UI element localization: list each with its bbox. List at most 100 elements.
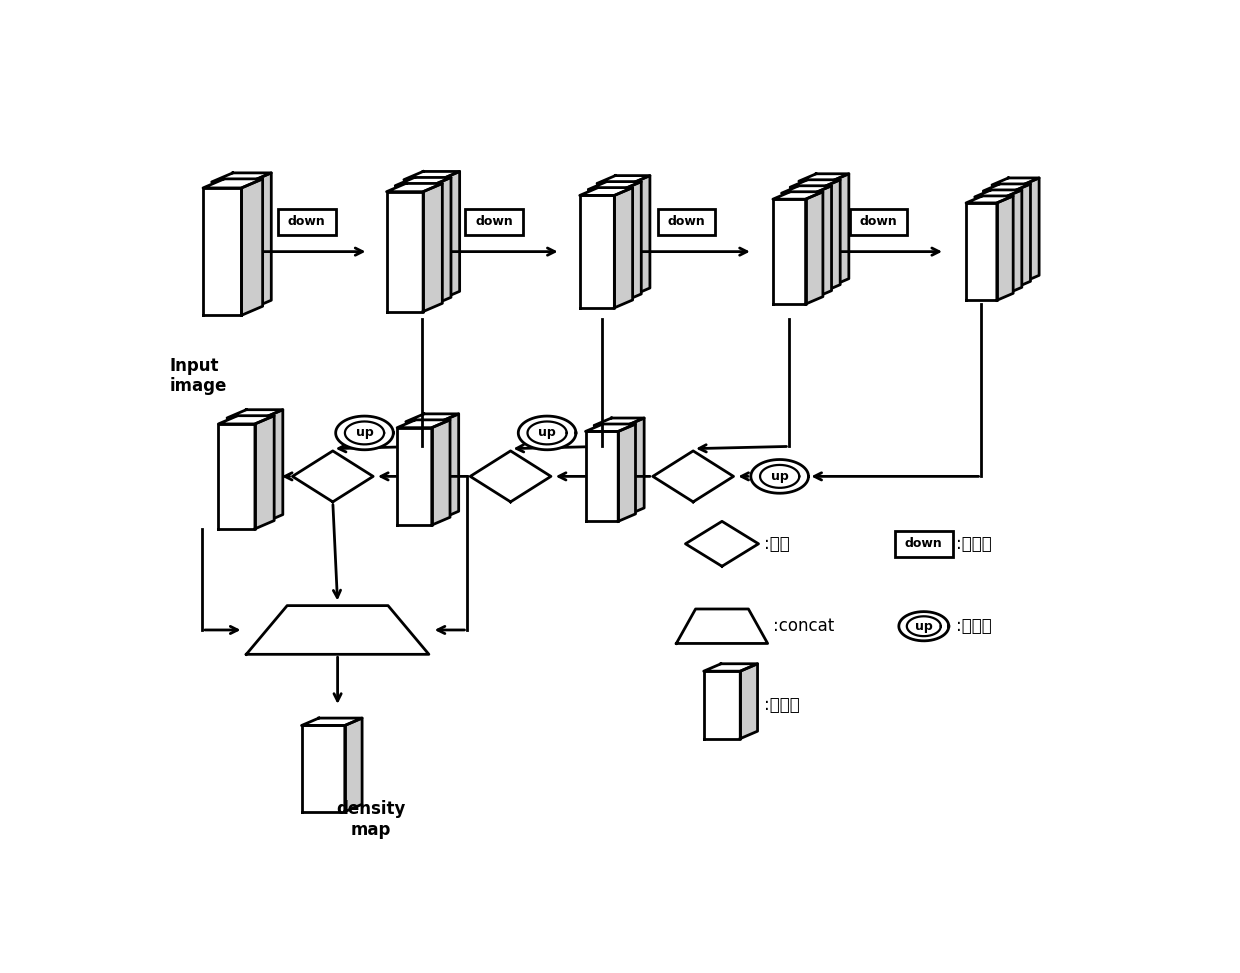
Polygon shape: [397, 420, 450, 428]
Polygon shape: [227, 410, 283, 418]
Polygon shape: [614, 188, 632, 307]
Polygon shape: [404, 171, 460, 180]
Text: :concat: :concat: [773, 617, 835, 635]
Polygon shape: [405, 421, 440, 519]
Polygon shape: [899, 612, 949, 641]
Polygon shape: [250, 173, 272, 309]
Bar: [278, 208, 336, 234]
Polygon shape: [218, 424, 255, 529]
Polygon shape: [773, 199, 806, 304]
Text: down: down: [475, 215, 513, 228]
Polygon shape: [983, 184, 1030, 191]
Polygon shape: [404, 180, 440, 300]
Polygon shape: [345, 718, 362, 811]
Text: down: down: [667, 215, 706, 228]
Text: :卷积层: :卷积层: [764, 696, 800, 714]
Polygon shape: [975, 190, 1022, 197]
Polygon shape: [781, 194, 815, 298]
Polygon shape: [227, 418, 264, 523]
Polygon shape: [966, 203, 997, 301]
Polygon shape: [652, 450, 734, 502]
Polygon shape: [596, 184, 631, 296]
Polygon shape: [218, 415, 274, 424]
Polygon shape: [203, 188, 242, 315]
Polygon shape: [983, 191, 1014, 288]
Polygon shape: [580, 188, 632, 196]
Polygon shape: [622, 182, 641, 302]
Polygon shape: [799, 181, 832, 286]
Polygon shape: [815, 186, 832, 298]
Polygon shape: [301, 726, 345, 811]
Text: up: up: [915, 620, 932, 632]
Polygon shape: [585, 424, 635, 431]
Polygon shape: [740, 664, 758, 739]
Polygon shape: [992, 178, 1039, 185]
Bar: [657, 208, 715, 234]
Text: density
map: density map: [336, 800, 405, 839]
Polygon shape: [997, 196, 1013, 301]
Polygon shape: [823, 180, 841, 292]
Bar: [849, 208, 908, 234]
Polygon shape: [806, 192, 823, 304]
Polygon shape: [432, 177, 451, 306]
Text: down: down: [905, 537, 942, 551]
Polygon shape: [790, 187, 823, 292]
Polygon shape: [336, 416, 393, 450]
Text: :融合: :融合: [764, 535, 790, 553]
Polygon shape: [432, 420, 450, 525]
Polygon shape: [203, 179, 263, 188]
Polygon shape: [518, 416, 575, 450]
Polygon shape: [264, 410, 283, 523]
Text: :下采样: :下采样: [956, 535, 991, 553]
Polygon shape: [585, 431, 619, 522]
Polygon shape: [686, 522, 759, 566]
Polygon shape: [589, 190, 622, 302]
Polygon shape: [387, 192, 423, 311]
Polygon shape: [773, 192, 823, 199]
Polygon shape: [631, 175, 650, 296]
Polygon shape: [1014, 184, 1030, 288]
Polygon shape: [470, 450, 551, 502]
Polygon shape: [790, 180, 841, 187]
Text: Input
image: Input image: [170, 356, 227, 395]
Text: up: up: [771, 470, 789, 483]
Polygon shape: [387, 184, 443, 192]
Polygon shape: [589, 182, 641, 190]
Polygon shape: [832, 174, 849, 286]
Polygon shape: [255, 415, 274, 529]
Polygon shape: [247, 605, 429, 654]
Polygon shape: [594, 425, 627, 516]
Polygon shape: [423, 184, 443, 311]
Text: :上采样: :上采样: [956, 617, 991, 635]
Polygon shape: [396, 177, 451, 186]
Polygon shape: [975, 197, 1006, 294]
Bar: [465, 208, 523, 234]
Bar: [895, 530, 952, 557]
Polygon shape: [619, 424, 635, 522]
Polygon shape: [301, 718, 362, 726]
Polygon shape: [751, 459, 808, 493]
Polygon shape: [1023, 178, 1039, 282]
Polygon shape: [627, 418, 644, 516]
Polygon shape: [594, 418, 644, 425]
Polygon shape: [293, 450, 373, 502]
Polygon shape: [440, 414, 459, 519]
Polygon shape: [397, 428, 432, 525]
Text: up: up: [538, 426, 556, 440]
Text: up: up: [356, 426, 373, 440]
Polygon shape: [440, 171, 460, 300]
Polygon shape: [992, 185, 1023, 282]
Polygon shape: [242, 179, 263, 315]
Polygon shape: [704, 671, 740, 739]
Text: down: down: [859, 215, 898, 228]
Polygon shape: [704, 664, 758, 671]
Polygon shape: [1006, 190, 1022, 294]
Polygon shape: [781, 186, 832, 194]
Polygon shape: [212, 173, 272, 182]
Polygon shape: [676, 609, 768, 643]
Polygon shape: [596, 175, 650, 184]
Text: down: down: [288, 215, 326, 228]
Polygon shape: [580, 196, 614, 307]
Polygon shape: [212, 182, 250, 309]
Polygon shape: [799, 174, 849, 181]
